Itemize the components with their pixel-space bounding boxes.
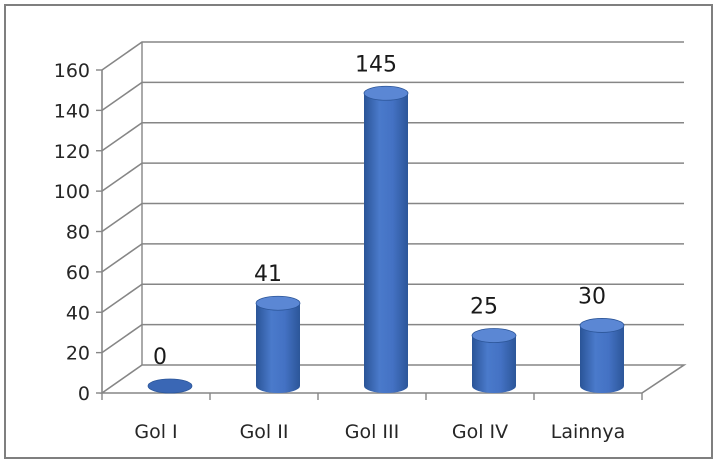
data-labels: 0 41 145 25 30 [153,52,606,370]
bar [147,378,193,394]
data-label: 30 [578,284,606,309]
data-label: 0 [153,345,167,370]
gridlines [101,41,684,365]
category-label: Gol I [134,421,177,443]
y-tick-label: 20 [66,343,90,365]
data-label: 25 [470,295,498,320]
category-label: Gol II [240,421,289,443]
y-tick-label: 60 [66,262,90,284]
y-tick-label: 100 [54,181,90,203]
x-axis: Gol I Gol II Gol III Gol IV Lainnya [101,393,643,443]
bar-body [472,335,516,393]
bar-body [364,93,408,393]
bar-top [579,318,625,333]
bars [147,85,625,394]
data-label: 145 [355,52,397,77]
bar-body [580,325,624,393]
y-tick-label: 40 [66,302,90,324]
y-tick-label: 120 [54,141,90,163]
y-tick-label: 0 [78,383,90,405]
bar [255,295,301,393]
category-label: Gol IV [452,421,508,443]
bar-top [255,295,301,311]
y-tick-label: 160 [54,60,90,82]
bar-top [363,85,409,101]
bar-top [147,378,193,394]
bar [363,85,409,393]
category-label: Lainnya [551,421,625,443]
bar-top [471,328,517,343]
y-tick-label: 80 [66,222,90,244]
bar [579,318,625,393]
category-label: Gol III [345,421,399,443]
y-axis: 0 20 40 60 80 100 120 140 160 [54,60,103,405]
y-tick-label: 140 [54,100,90,122]
data-label: 41 [254,262,282,287]
bar [471,328,517,393]
bar-body [256,303,300,393]
